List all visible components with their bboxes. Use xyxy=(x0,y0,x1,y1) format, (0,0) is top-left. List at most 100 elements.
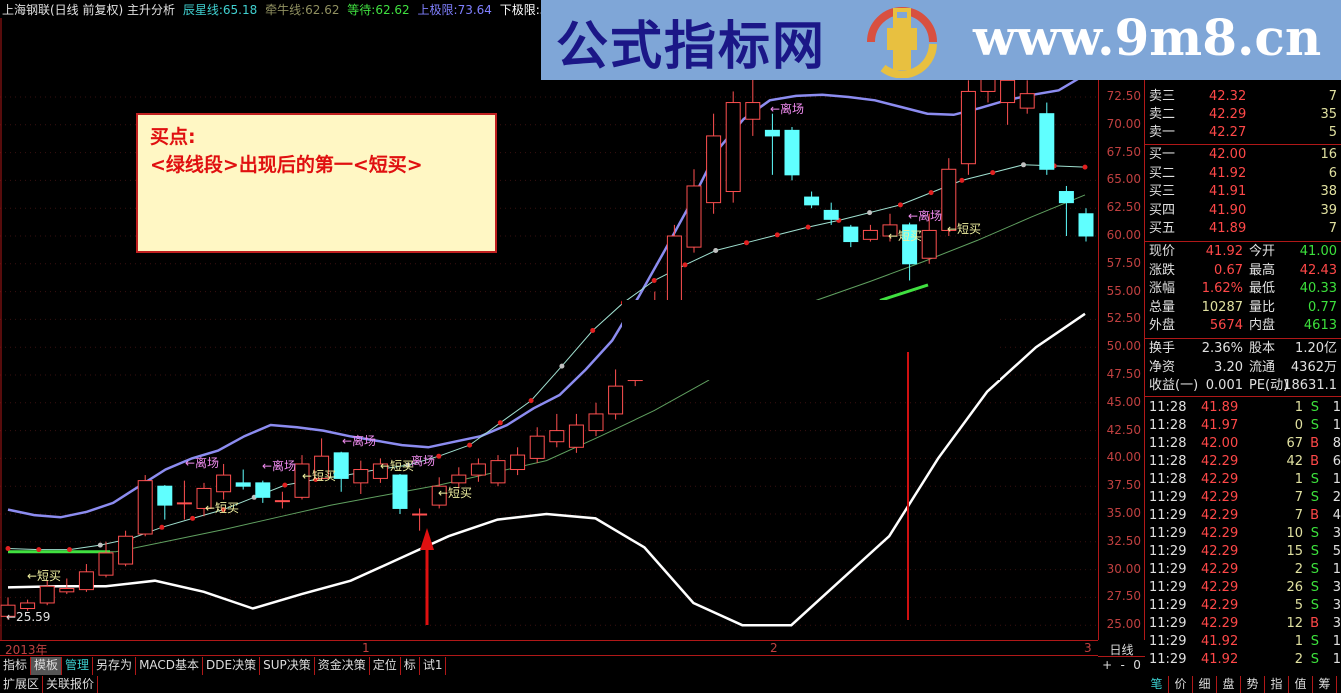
tab-2[interactable]: 管理 xyxy=(62,657,94,675)
candle-down xyxy=(1058,191,1074,204)
note-title: 买点: xyxy=(150,126,196,148)
candle-down xyxy=(333,452,349,479)
price-tick: 32.50 xyxy=(1106,533,1141,548)
candle-down xyxy=(804,196,820,206)
signal-dot xyxy=(990,170,996,176)
candle-up xyxy=(706,135,722,204)
fund-label: 换手 xyxy=(1149,341,1176,356)
buy-level: 买一 42.00 16 xyxy=(1149,146,1341,164)
fund-label: PE(动) xyxy=(1249,378,1289,394)
zoom-buttons: + - 0 xyxy=(1098,658,1145,672)
panel-tabs: 笔价细盘势指值筹 xyxy=(1145,676,1337,693)
buy-level: 买五 41.89 7 xyxy=(1149,220,1341,238)
fund-value: 3.20 xyxy=(1214,359,1243,375)
kline-chart[interactable] xyxy=(0,0,1098,640)
signal-dot xyxy=(897,202,903,208)
quote-label: 量比 xyxy=(1249,299,1276,315)
tab-9[interactable]: 标 xyxy=(401,657,420,675)
level-price: 41.89 xyxy=(1209,221,1247,237)
price-tick: 45.00 xyxy=(1106,394,1141,409)
tab-3[interactable]: 另存为 xyxy=(93,657,137,675)
price-tick: 62.50 xyxy=(1106,200,1141,215)
trade-count: 5 xyxy=(1332,544,1341,559)
tab-10[interactable]: 试1 xyxy=(420,657,447,675)
candle-up xyxy=(412,513,428,516)
zoom-in-button[interactable]: + xyxy=(1102,658,1113,672)
level-price: 42.32 xyxy=(1209,89,1247,104)
divider xyxy=(1145,338,1341,339)
trade-time: 11:29 xyxy=(1149,652,1187,667)
quote-value: 42.43 xyxy=(1299,262,1337,278)
candle-up xyxy=(59,588,75,593)
candle-down xyxy=(255,482,271,498)
tab-4[interactable]: MACD基本 xyxy=(136,657,204,675)
annotation-short-buy: ←短买 xyxy=(205,501,240,515)
candle-up xyxy=(1000,79,1016,104)
tab-5[interactable]: DDE决策 xyxy=(203,657,261,675)
buy-point-note: 买点: <绿线段>出现后的第一<短买> xyxy=(136,113,497,253)
year-label: 2013年 xyxy=(5,643,48,657)
tab-0[interactable]: 指标 xyxy=(0,657,32,675)
candle-down xyxy=(1078,213,1094,237)
tab-7[interactable]: 筹 xyxy=(1313,676,1337,693)
trade-count: 1 xyxy=(1332,652,1341,667)
tab-4[interactable]: 势 xyxy=(1241,676,1265,693)
quote-label: 今开 xyxy=(1249,244,1276,259)
candle-up xyxy=(98,552,114,576)
candle-up xyxy=(510,454,526,471)
tab-1[interactable]: 关联报价 xyxy=(43,676,99,693)
tab-1[interactable]: 价 xyxy=(1169,676,1193,693)
fund-label: 净资 xyxy=(1149,359,1176,375)
trade-row: 11:28 41.97 0 S 1 xyxy=(1149,417,1341,435)
price-axis: 72.50 70.00 67.50 65.00 62.50 60.00 57.50 55.00… xyxy=(1098,0,1145,640)
trade-time: 11:29 xyxy=(1149,562,1187,577)
candle-up xyxy=(1019,93,1035,109)
period-selector[interactable]: 日线 xyxy=(1098,641,1145,657)
tab-2[interactable]: 细 xyxy=(1193,676,1217,693)
level-price: 42.00 xyxy=(1209,147,1247,162)
trade-volume: 1 xyxy=(1294,634,1303,649)
tab-5[interactable]: 指 xyxy=(1265,676,1289,693)
price-tick: 30.00 xyxy=(1106,561,1141,576)
trade-time: 11:29 xyxy=(1149,490,1187,505)
trade-side: B xyxy=(1310,454,1319,469)
level-price: 42.29 xyxy=(1209,107,1247,122)
quote-label: 涨跌 xyxy=(1149,262,1176,278)
annotation-exit: ←离场 xyxy=(185,456,220,470)
signal-dot xyxy=(1082,164,1088,170)
trade-side: S xyxy=(1310,634,1319,649)
time-axis: 2013年 1 2 3 xyxy=(0,640,1098,657)
trade-side: S xyxy=(1310,652,1319,667)
signal-dot xyxy=(159,524,165,530)
candle-up xyxy=(431,485,447,506)
price-tick: 67.50 xyxy=(1106,144,1141,159)
trade-side: S xyxy=(1310,400,1319,415)
trade-side: S xyxy=(1310,562,1319,577)
month-label: 3 xyxy=(1084,641,1092,655)
zoom-reset-button[interactable]: 0 xyxy=(1133,658,1141,672)
candle-up xyxy=(176,502,192,505)
trade-side: S xyxy=(1310,472,1319,487)
trade-price: 42.00 xyxy=(1201,436,1239,451)
tab-1[interactable]: 模板 xyxy=(31,657,63,675)
quote-label: 内盘 xyxy=(1249,318,1276,334)
trade-row: 11:29 42.29 15 S 5 xyxy=(1149,543,1341,561)
trade-price: 42.29 xyxy=(1201,544,1239,559)
tab-3[interactable]: 盘 xyxy=(1217,676,1241,693)
tab-6[interactable]: SUP决策 xyxy=(260,657,315,675)
trade-price: 41.92 xyxy=(1201,634,1239,649)
tab-0[interactable]: 笔 xyxy=(1145,676,1169,693)
tab-0[interactable]: 扩展区 xyxy=(0,676,44,693)
tab-7[interactable]: 资金决策 xyxy=(315,657,370,675)
candle-down xyxy=(1039,113,1055,170)
candle-up xyxy=(608,385,624,415)
signal-dot xyxy=(190,515,196,521)
tab-8[interactable]: 定位 xyxy=(370,657,401,675)
zoom-out-button[interactable]: - xyxy=(1120,658,1125,672)
price-tick: 42.50 xyxy=(1106,422,1141,437)
level-volume: 38 xyxy=(1320,184,1337,200)
trade-time: 11:28 xyxy=(1149,436,1187,451)
divider xyxy=(1145,396,1341,397)
tab-6[interactable]: 值 xyxy=(1289,676,1313,693)
trade-price: 42.29 xyxy=(1201,508,1239,523)
